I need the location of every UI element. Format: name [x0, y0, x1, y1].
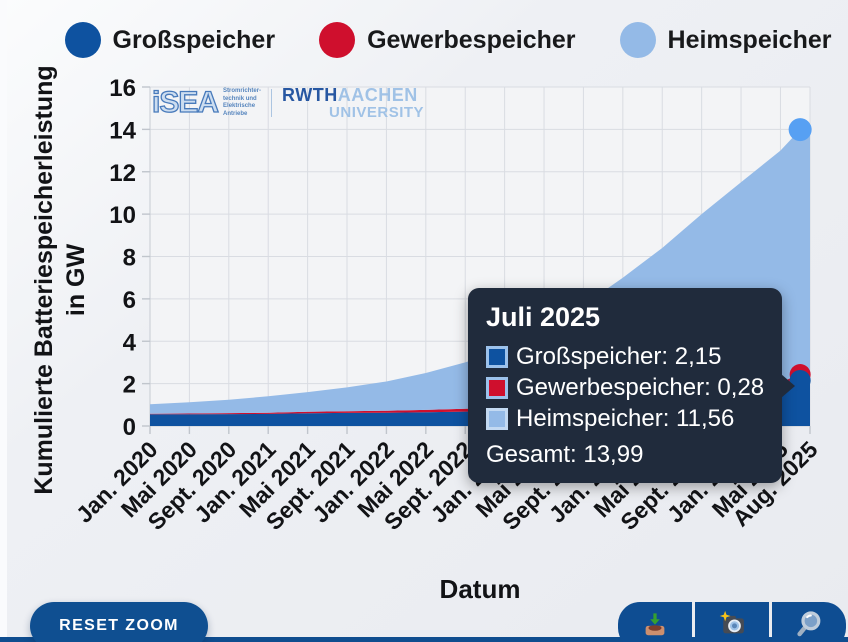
hover-marker-heimspeicher — [788, 118, 812, 142]
y-tick-label: 0 — [123, 414, 136, 441]
reset-zoom-button[interactable]: RESET ZOOM — [30, 602, 208, 642]
tooltip-swatch — [486, 346, 508, 368]
download-button[interactable] — [618, 602, 692, 642]
y-tick-label: 10 — [109, 202, 136, 229]
y-tick-label: 4 — [123, 329, 137, 356]
legend-swatch-gewerbespeicher — [319, 22, 356, 58]
y-tick-label: 12 — [109, 160, 136, 187]
y-axis-title-line1: Kumulierte Batteriespeicherleistung — [30, 65, 58, 495]
tooltip-row-text: Gewerbespeicher: 0,28 — [516, 374, 765, 401]
isea-logo-subline: technik und — [223, 95, 257, 102]
tooltip-row-text: Heimspeicher: 11,56 — [516, 405, 735, 432]
y-tick-label: 8 — [123, 245, 136, 272]
watermark-divider — [271, 89, 273, 117]
screenshot-icon — [719, 610, 744, 634]
isea-logo-subline: Elektrische — [223, 103, 256, 109]
y-axis-title: Kumulierte Batteriespeicherleistung in G… — [25, 48, 95, 512]
watermark: iSEA Stromrichter-technik und Elektrische… — [151, 86, 424, 120]
legend-swatch-heimspeicher — [619, 22, 656, 58]
tooltip-total: Gesamt: 13,99 — [486, 441, 644, 468]
page-edge-strip — [0, 0, 7, 642]
tooltip-row: Gewerbespeicher: 0,28 — [486, 374, 766, 402]
x-axis-title: Datum — [439, 574, 521, 604]
tooltip-row: Heimspeicher: 11,56 — [486, 405, 766, 433]
isea-logo: iSEA Stromrichter-technik und Elektrische… — [151, 86, 261, 119]
zoom-button[interactable] — [772, 602, 846, 642]
screenshot-button[interactable] — [695, 602, 769, 642]
legend-swatch-grossspeicher — [64, 22, 101, 58]
rwth-logo-sub: UNIVERSITY — [329, 104, 425, 121]
rwth-logo-light: AACHEN — [337, 85, 418, 105]
chart-action-buttons — [618, 602, 846, 642]
y-tick-label: 2 — [123, 372, 136, 399]
y-axis-title-line2: in GW — [62, 243, 90, 317]
rwth-logo: RWTH AACHEN UNIVERSITY — [282, 86, 424, 120]
tooltip-row-text: Großspeicher: 2,15 — [516, 343, 722, 370]
legend-label: Heimspeicher — [667, 25, 832, 54]
legend-label: Gewerbespeicher — [367, 25, 576, 54]
y-tick-label: 14 — [109, 117, 136, 144]
download-icon — [645, 613, 665, 636]
legend-item-heimspeicher[interactable]: Heimspeicher — [619, 22, 832, 58]
y-tick-label: 6 — [123, 287, 136, 314]
tooltip: Juli 2025 Großspeicher: 2,15 Gewerbespeic… — [468, 288, 782, 483]
isea-logo-subtext: Stromrichter-technik und Elektrische Antri… — [223, 88, 261, 118]
tooltip-swatch — [486, 408, 508, 430]
tooltip-title: Juli 2025 — [486, 302, 601, 332]
legend-item-gewerbespeicher[interactable]: Gewerbespeicher — [319, 22, 576, 58]
bottom-accent-bar — [0, 637, 848, 642]
zoom-icon — [797, 611, 821, 637]
isea-logo-text: iSEA — [151, 86, 219, 119]
tooltip-swatch — [486, 377, 508, 399]
isea-logo-subline: Stromrichter- — [223, 88, 262, 94]
tooltip-rows: Großspeicher: 2,15 Gewerbespeicher: 0,28 H… — [486, 343, 766, 433]
tooltip-row: Großspeicher: 2,15 — [486, 343, 766, 371]
legend-label: Großspeicher — [112, 25, 276, 54]
y-tick-label: 16 — [109, 75, 136, 102]
legend: Großspeicher Gewerbespeicher Heimspeicher — [0, 22, 848, 58]
rwth-logo-bold: RWTH — [282, 85, 338, 105]
isea-logo-subline: Antriebe — [223, 110, 248, 117]
legend-item-grossspeicher[interactable]: Großspeicher — [64, 22, 276, 58]
